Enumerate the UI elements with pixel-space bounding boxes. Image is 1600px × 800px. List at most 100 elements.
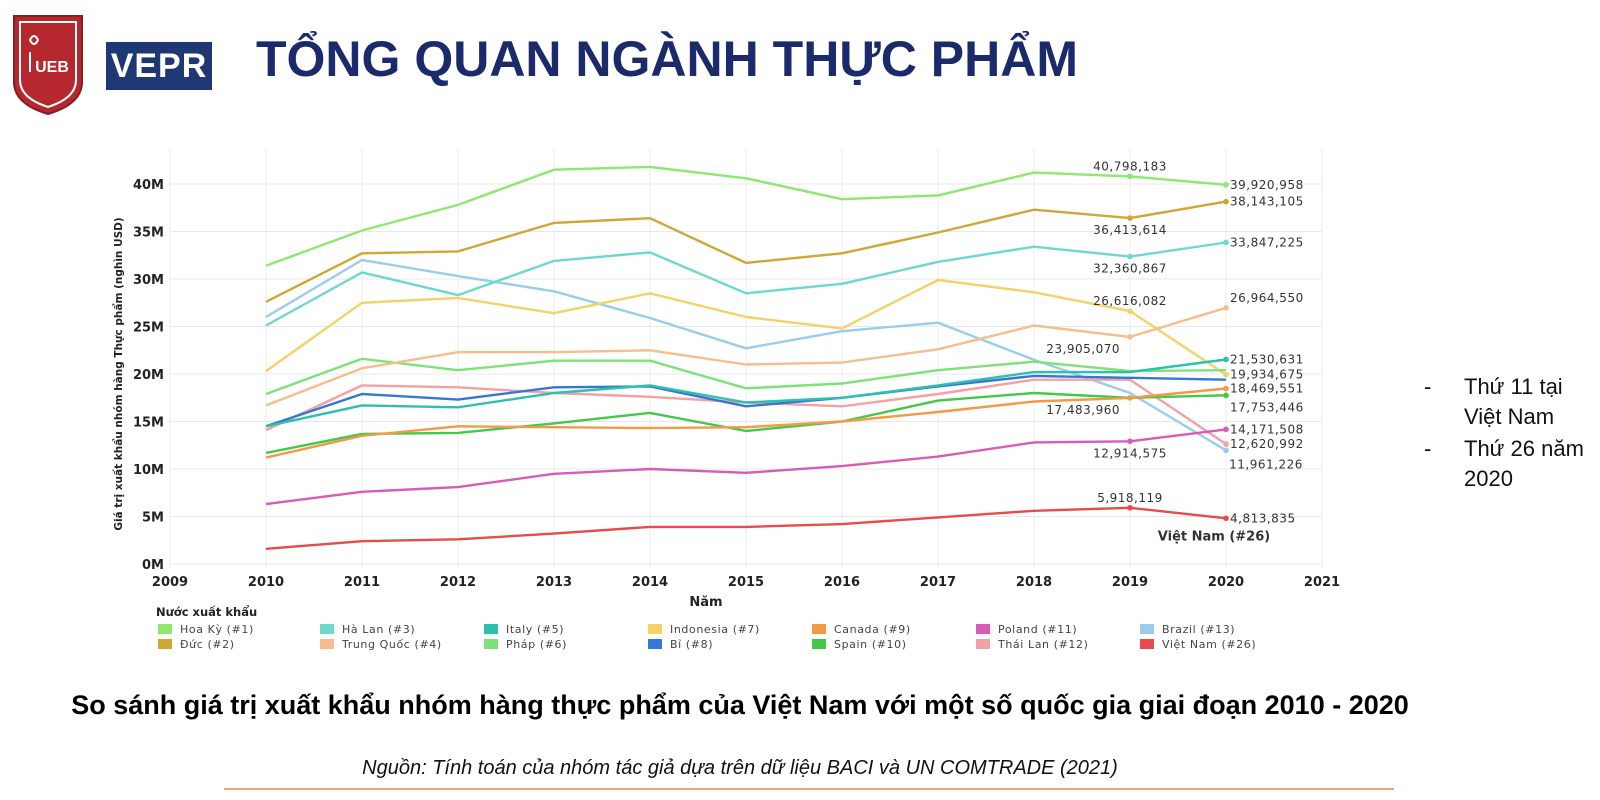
x-tick-label: 2018 — [1016, 575, 1052, 590]
y-tick-label: 15M — [133, 416, 164, 431]
side-note-item: - Thứ 26 năm 2020 — [1424, 434, 1594, 494]
side-note-text: Thứ 26 năm 2020 — [1464, 436, 1584, 491]
data-point — [1223, 441, 1229, 447]
x-tick-label: 2014 — [632, 575, 668, 590]
legend-label: Việt Nam (#26) — [1162, 638, 1256, 651]
side-note-dash: - — [1424, 374, 1432, 399]
y-axis-title: Giá trị xuất khẩu nhóm hàng Thực phẩm (n… — [112, 217, 125, 530]
data-point — [1223, 447, 1229, 454]
y-tick-label: 30M — [133, 273, 164, 288]
legend-label: Thái Lan (#12) — [997, 638, 1089, 651]
y-tick-label: 25M — [133, 321, 164, 336]
data-point — [1127, 438, 1133, 445]
x-tick-label: 2009 — [152, 575, 188, 590]
series-line — [265, 428, 1227, 506]
legend-swatch — [158, 639, 172, 649]
data-label: 12,620,992 — [1230, 437, 1304, 451]
data-label: 33,847,225 — [1230, 235, 1304, 249]
legend-swatch — [648, 624, 662, 634]
footer-divider — [224, 788, 1394, 790]
side-notes: - Thứ 11 tại Việt Nam - Thứ 26 năm 2020 — [1424, 372, 1594, 496]
data-point — [1127, 395, 1133, 401]
x-tick-label: 2016 — [824, 575, 860, 590]
legend-title: Nước xuất khẩu — [156, 604, 257, 619]
series-line — [265, 374, 1227, 428]
x-tick-label: 2012 — [440, 575, 476, 590]
data-point — [1223, 239, 1229, 246]
data-point — [1127, 253, 1133, 260]
data-label: 19,934,675 — [1230, 368, 1304, 382]
source-note: Nguồn: Tính toán của nhóm tác giả dựa tr… — [362, 757, 1118, 779]
legend-swatch — [648, 639, 662, 649]
data-point — [1223, 392, 1229, 399]
legend-label: Canada (#9) — [834, 623, 911, 636]
data-label: 36,413,614 — [1093, 223, 1167, 237]
data-label: 32,360,867 — [1093, 262, 1167, 276]
x-tick-label: 2019 — [1112, 575, 1148, 590]
data-label: 17,483,960 — [1046, 403, 1120, 417]
legend-swatch — [812, 639, 826, 649]
data-label: 4,813,835 — [1230, 511, 1296, 525]
data-label: 17,753,446 — [1230, 400, 1304, 414]
legend-swatch — [1140, 624, 1154, 634]
x-tick-label: 2013 — [536, 575, 572, 590]
legend-swatch — [976, 624, 990, 634]
legend-label: Spain (#10) — [834, 638, 907, 651]
data-label: 38,143,105 — [1230, 195, 1304, 209]
y-tick-label: 10M — [133, 463, 164, 478]
data-point — [1127, 173, 1133, 180]
legend-label: Poland (#11) — [998, 623, 1077, 636]
x-tick-label: 2020 — [1208, 575, 1244, 590]
legend-label: Brazil (#13) — [1162, 623, 1235, 636]
data-point — [1127, 308, 1133, 314]
legend-label: Bỉ (#8) — [670, 638, 713, 651]
side-note-item: - Thứ 11 tại Việt Nam — [1424, 372, 1594, 432]
legend-swatch — [1140, 639, 1154, 649]
y-tick-label: 5M — [142, 511, 164, 526]
y-tick-label: 40M — [133, 178, 164, 193]
export-line-chart: 0M 5M 10M 15M 20M 25M 30M 35M 40M 2009 2010 2011 201… — [112, 148, 1340, 651]
series-line — [265, 258, 1227, 452]
legend-swatch — [484, 639, 498, 649]
legend-label: Hà Lan (#3) — [342, 623, 415, 636]
data-point — [1223, 356, 1229, 363]
data-label: 21,530,631 — [1230, 352, 1304, 366]
data-point — [1127, 504, 1133, 511]
data-label: 11,961,226 — [1229, 457, 1303, 471]
ueb-logo: UEB — [10, 12, 86, 116]
legend-swatch — [812, 624, 826, 634]
data-point — [1223, 198, 1229, 205]
series-line — [265, 278, 1227, 376]
data-label: 14,171,508 — [1230, 422, 1304, 436]
side-note-text: Thứ 11 tại Việt Nam — [1464, 374, 1563, 429]
series-line — [265, 241, 1227, 327]
legend-swatch — [320, 639, 334, 649]
series-line — [265, 306, 1227, 407]
data-label: 12,914,575 — [1093, 446, 1167, 460]
series-line — [265, 506, 1227, 550]
x-tick-label: 2015 — [728, 575, 764, 590]
x-tick-label: 2021 — [1304, 575, 1340, 590]
legend-label: Indonesia (#7) — [670, 623, 760, 636]
legend-label: Hoa Kỳ (#1) — [180, 623, 254, 636]
side-note-dash: - — [1424, 436, 1432, 461]
data-point — [1223, 181, 1229, 188]
x-tick-label: 2011 — [344, 575, 380, 590]
data-point — [1223, 305, 1229, 311]
data-label: 18,469,551 — [1230, 382, 1304, 396]
data-label: 23,905,070 — [1046, 342, 1120, 356]
callout-label: Việt Nam (#26) — [1158, 530, 1270, 545]
data-point — [1223, 426, 1229, 433]
legend-swatch — [976, 639, 990, 649]
data-point — [1223, 371, 1229, 378]
y-tick-label: 0M — [142, 558, 164, 573]
legend-swatch — [484, 624, 498, 634]
series-line — [265, 358, 1227, 428]
vepr-logo: VEPR — [106, 42, 212, 90]
series-line — [265, 387, 1227, 459]
series-line — [265, 200, 1227, 303]
series-line — [265, 357, 1227, 396]
y-tick-label: 20M — [133, 368, 164, 383]
page-title: TỔNG QUAN NGÀNH THỰC PHẨM — [256, 31, 1078, 87]
x-tick-label: 2010 — [248, 575, 284, 590]
